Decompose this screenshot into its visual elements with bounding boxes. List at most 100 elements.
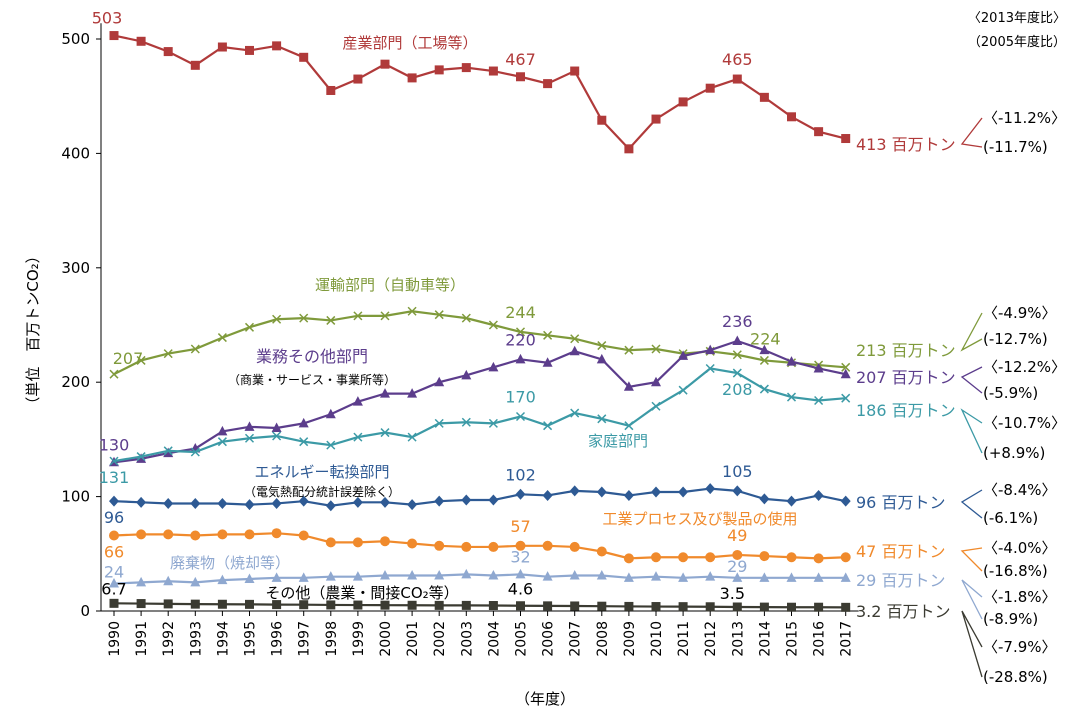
- data-label: 32: [510, 547, 530, 566]
- data-point: [569, 345, 580, 356]
- x-tick-label: 2008: [595, 621, 611, 657]
- data-label: 4.6: [508, 580, 533, 599]
- data-point: [570, 601, 580, 611]
- data-point: [813, 553, 824, 564]
- data-point: [353, 432, 363, 442]
- y-tick-label: 300: [61, 259, 90, 277]
- x-tick-label: 1996: [270, 621, 286, 657]
- data-point: [325, 500, 336, 512]
- end-value-label: 413 百万トン: [856, 135, 956, 154]
- data-point: [651, 486, 661, 498]
- data-point: [109, 530, 119, 541]
- data-point: [488, 494, 499, 506]
- data-point: [272, 314, 282, 324]
- data-point: [841, 134, 851, 144]
- data-point: [570, 334, 580, 344]
- bracket-connector: [960, 547, 983, 572]
- data-point: [380, 388, 390, 398]
- x-tick-label: 1997: [297, 621, 313, 657]
- data-point: [732, 350, 742, 360]
- data-point: [109, 578, 119, 588]
- data-point: [651, 344, 661, 354]
- data-point: [813, 489, 824, 501]
- x-tick-label: 2003: [459, 621, 475, 657]
- series-name-label: 産業部門（工場等）: [342, 34, 477, 52]
- data-point: [840, 495, 851, 507]
- x-tick-label: 2011: [676, 621, 692, 657]
- data-label: 57: [510, 517, 530, 536]
- data-point: [244, 499, 255, 511]
- x-tick-label: 2002: [432, 621, 448, 657]
- y-tick-label: 0: [80, 602, 90, 620]
- pct-2005-label: (-6.1%): [983, 509, 1038, 527]
- data-point: [136, 452, 146, 462]
- data-label: 503: [92, 9, 123, 28]
- data-label: 105: [722, 462, 753, 481]
- data-point: [705, 602, 715, 612]
- series-name-label: エネルギー転換部門: [254, 463, 389, 481]
- data-point: [352, 396, 363, 406]
- data-label: 29: [727, 557, 747, 576]
- data-point: [434, 570, 445, 580]
- data-point: [461, 600, 471, 610]
- x-tick-label: 2005: [514, 621, 530, 657]
- data-label: 465: [722, 50, 753, 69]
- x-tick-label: 2015: [785, 621, 801, 657]
- data-point: [461, 369, 472, 380]
- data-point: [380, 496, 390, 508]
- data-point: [244, 433, 255, 443]
- data-point: [759, 92, 769, 102]
- data-point: [840, 572, 851, 582]
- data-label: 244: [505, 303, 536, 322]
- data-point: [624, 601, 634, 611]
- data-point: [407, 73, 417, 83]
- data-point: [407, 432, 417, 442]
- end-value-label: 186 百万トン: [856, 401, 956, 420]
- data-point: [705, 344, 716, 355]
- x-tick-label: 1992: [161, 621, 177, 657]
- data-point: [786, 572, 797, 582]
- data-label: 3.5: [720, 584, 745, 603]
- data-point: [759, 344, 770, 355]
- x-tick-label: 2009: [622, 621, 638, 657]
- data-point: [299, 437, 309, 447]
- data-label: 220: [505, 330, 536, 349]
- data-point: [136, 453, 147, 463]
- data-point: [271, 528, 282, 539]
- data-point: [298, 530, 309, 541]
- data-point: [434, 495, 445, 507]
- bracket-connector: [960, 312, 983, 352]
- data-point: [461, 568, 472, 579]
- data-point: [569, 541, 580, 552]
- data-point: [813, 572, 824, 582]
- data-point: [109, 598, 119, 608]
- y-tick-label: 100: [61, 488, 90, 506]
- data-point: [543, 421, 553, 431]
- end-value-label: 47 百万トン: [856, 542, 945, 561]
- x-tick-label: 2012: [703, 621, 719, 657]
- y-tick-label: 400: [61, 144, 90, 162]
- data-point: [136, 36, 146, 46]
- data-point: [272, 431, 282, 441]
- series-line: [113, 339, 846, 464]
- bracket-connector: [960, 366, 983, 394]
- data-point: [163, 349, 173, 359]
- data-point: [353, 311, 363, 321]
- series-line: [113, 487, 846, 507]
- data-point: [651, 114, 661, 124]
- data-point: [705, 363, 715, 374]
- data-point: [217, 529, 228, 540]
- data-point: [325, 537, 336, 548]
- series-name-label: 運輸部門（自動車等）: [315, 276, 465, 294]
- data-point: [272, 600, 282, 610]
- data-point: [407, 499, 418, 511]
- data-point: [732, 572, 743, 582]
- data-point: [732, 602, 742, 612]
- data-label: 49: [727, 526, 747, 545]
- data-point: [434, 310, 444, 320]
- x-tick-label: 1998: [324, 621, 340, 657]
- data-point: [623, 489, 634, 501]
- data-point: [434, 540, 445, 551]
- data-point: [841, 362, 851, 372]
